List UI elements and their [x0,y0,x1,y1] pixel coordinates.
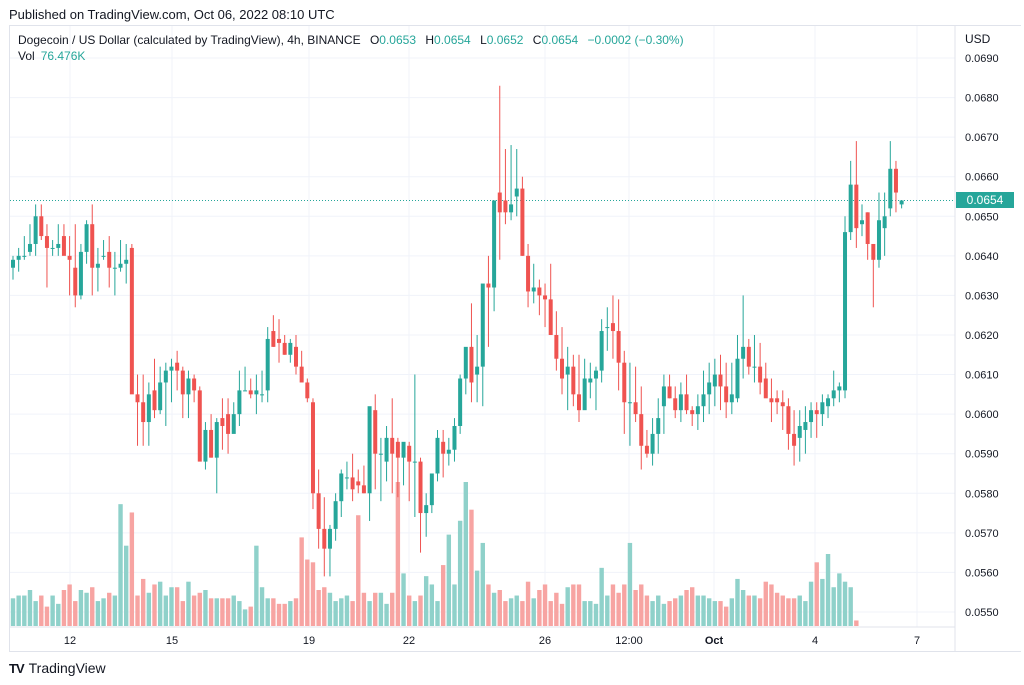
time-tick-label: 22 [403,635,415,647]
open-value: 0.0653 [379,33,416,47]
price-tick-label: 0.0570 [965,528,999,540]
low-label: L [480,33,487,47]
last-price-badge: 0.0654 [956,192,1014,209]
price-tick-label: 0.0650 [965,211,999,223]
price-tick-label: 0.0680 [965,93,999,105]
symbol-title[interactable]: Dogecoin / US Dollar (calculated by Trad… [18,33,361,47]
time-tick-label: 19 [303,635,315,647]
candlesticks [11,85,904,577]
close-label: C [532,33,542,47]
chart-legend: Dogecoin / US Dollar (calculated by Trad… [18,33,684,47]
low-value: 0.0652 [486,33,524,47]
time-tick-label: 15 [166,635,178,647]
time-tick-label: Oct [705,635,724,647]
volume-legend: Vol 76.476K [18,49,85,63]
tradingview-logo-icon: TV [9,660,25,676]
open-label: O [369,33,380,47]
price-tick-label: 0.0640 [965,251,999,263]
volume-bars [10,482,859,626]
volume-value: 76.476K [40,49,86,63]
price-tick-label: 0.0610 [965,370,999,382]
price-tick-label: 0.0670 [965,132,999,144]
high-label: H [425,33,435,47]
price-axis[interactable]: 0.0690 0.0680 0.0670 0.0660 0.0650 0.0640 0.06… [965,53,999,619]
high-value: 0.0654 [434,33,471,47]
price-tick-label: 0.0620 [965,330,999,342]
price-tick-label: 0.0690 [965,53,999,65]
chart-frame [9,25,1021,652]
time-tick-label: 12:00 [615,635,643,647]
price-tick-label: 0.0580 [965,488,999,500]
price-tick-label: 0.0600 [965,409,999,421]
time-tick-label: 4 [812,635,818,647]
price-tick-label: 0.0550 [965,607,999,619]
price-tick-label: 0.0590 [965,449,999,461]
time-tick-label: 26 [539,635,551,647]
price-tick-label: 0.0630 [965,290,999,302]
time-tick-label: 7 [914,635,920,647]
footer-brand[interactable]: TV TradingView [9,660,106,676]
currency-label[interactable]: USD [965,32,991,46]
published-caption: Published on TradingView.com, Oct 06, 20… [9,7,335,22]
volume-label: Vol [18,49,35,63]
price-tick-label: 0.0560 [965,567,999,579]
price-tick-label: 0.0660 [965,172,999,184]
change-value: −0.0002 (−0.30%) [587,33,684,47]
brand-name: TradingView [28,660,106,676]
time-tick-label: 12 [64,635,76,647]
time-axis[interactable]: 12 15 19 22 26 12:00 Oct 4 7 [64,635,920,647]
close-value: 0.0654 [541,33,579,47]
